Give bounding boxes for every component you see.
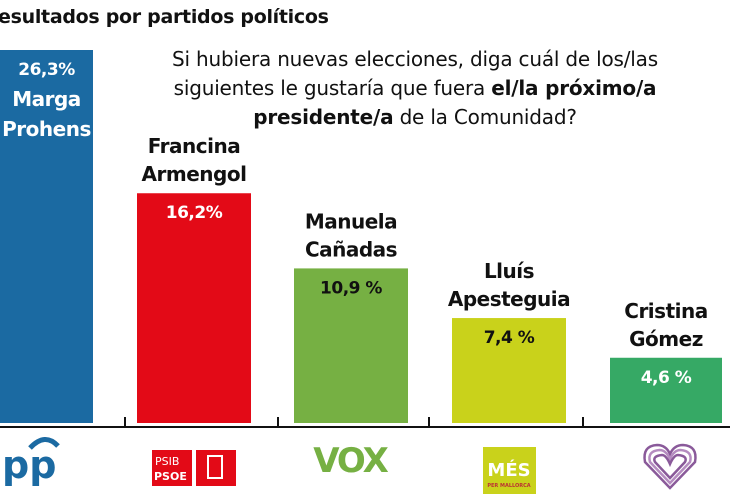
value-label: 16,2% (166, 203, 223, 223)
pp-logo-icon: pp (2, 437, 60, 487)
chart-title: esultados por partidos políticos (0, 6, 329, 28)
candidate-name: Apesteguia (448, 287, 570, 311)
svg-text:PSOE: PSOE (154, 470, 187, 483)
svg-text:pp: pp (2, 443, 56, 487)
vox-logo-icon: VOX (313, 441, 390, 481)
value-label: 7,4 % (484, 328, 535, 348)
svg-text:PER MALLORCA: PER MALLORCA (487, 483, 530, 489)
psib-psoe-logo-icon: PSIB PSOE (152, 450, 236, 486)
candidate-name: Cañadas (305, 237, 397, 261)
question-text-end: de la Comunidad? (393, 105, 577, 129)
bar-4 (610, 357, 722, 423)
value-label: 10,9 % (320, 278, 382, 298)
candidate-name: Manuela (305, 209, 397, 233)
bar-0 (0, 50, 93, 423)
bar-3 (452, 318, 566, 423)
podemos-heart-logo-icon (643, 443, 697, 490)
svg-text:VOX: VOX (313, 441, 388, 481)
candidate-name: Armengol (142, 162, 247, 186)
value-label: 4,6 % (641, 368, 692, 388)
candidate-name: Marga (12, 87, 81, 111)
survey-question: Si hubiera nuevas elecciones, diga cuál … (120, 45, 710, 132)
svg-text:MÉS: MÉS (487, 459, 530, 481)
bar-1 (137, 193, 251, 423)
candidate-name: Francina (148, 134, 240, 158)
value-label: 26,3% (18, 60, 75, 80)
candidate-name: Prohens (2, 117, 91, 141)
question-text: Si hubiera nuevas elecciones, diga cuál … (172, 47, 658, 100)
question-bold-text: el/la próximo/a presidente/a (253, 76, 657, 129)
candidate-name: Gómez (629, 327, 703, 351)
bar-2 (294, 268, 408, 423)
mes-logo-icon: MÉS PER MALLORCA (483, 447, 536, 494)
svg-text:PSIB: PSIB (155, 455, 179, 468)
candidate-name: Lluís (484, 259, 534, 283)
candidate-name: Cristina (624, 299, 707, 323)
